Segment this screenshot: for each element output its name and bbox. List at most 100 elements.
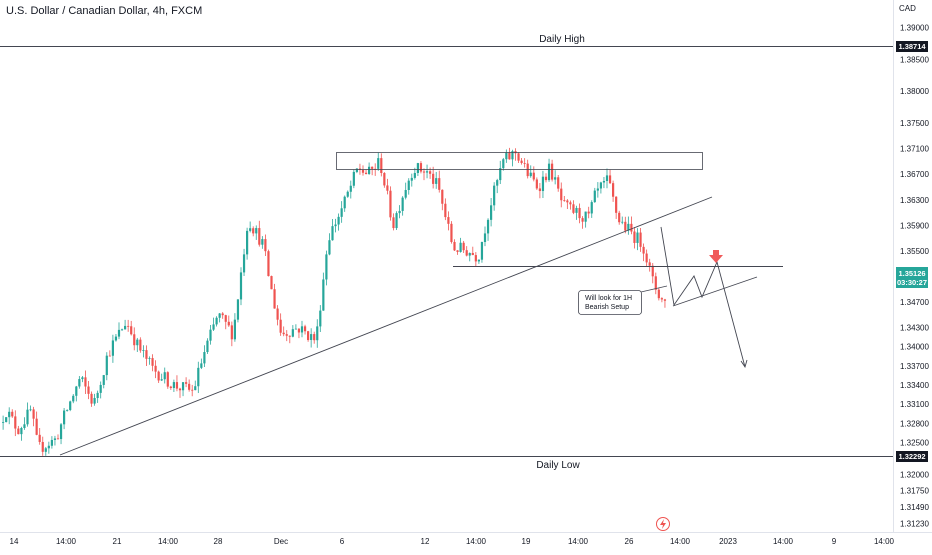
candle	[239, 267, 243, 306]
y-tick-label: 1.31230	[900, 520, 929, 529]
candle	[557, 174, 560, 192]
candle	[383, 172, 386, 188]
candle	[645, 249, 648, 267]
x-tick-label: 14:00	[773, 537, 794, 546]
candle	[593, 187, 596, 203]
candle	[310, 328, 313, 348]
candle	[206, 338, 209, 354]
candle	[401, 196, 404, 216]
lower-trendline[interactable]	[672, 276, 758, 307]
resistance-zone-rectangle[interactable]	[336, 152, 703, 170]
candle	[438, 170, 441, 193]
candle	[364, 169, 368, 175]
candle	[255, 225, 258, 240]
candle	[188, 379, 191, 392]
ascending-trendline[interactable]	[59, 196, 713, 456]
candle	[346, 190, 349, 198]
candle	[331, 219, 334, 241]
candle	[486, 218, 490, 241]
candle	[602, 177, 606, 189]
candle	[288, 335, 291, 344]
candle	[303, 324, 307, 335]
candle	[117, 322, 121, 340]
candle	[361, 165, 365, 176]
candle	[99, 381, 102, 399]
candle	[520, 158, 523, 165]
candle	[377, 152, 380, 171]
candle	[87, 381, 90, 400]
currency-label: CAD	[899, 4, 916, 13]
candle	[337, 213, 340, 231]
candle	[490, 197, 493, 227]
y-tick-label: 1.35900	[900, 221, 929, 230]
candle	[584, 211, 587, 228]
candle	[410, 173, 413, 187]
note-line-1: Will look for 1H	[585, 295, 632, 302]
candle	[130, 320, 133, 336]
y-tick-label: 1.36700	[900, 170, 929, 179]
candle	[575, 205, 578, 220]
candle	[483, 226, 487, 247]
candle	[20, 426, 23, 441]
candle	[285, 330, 288, 342]
y-tick-label: 1.33700	[900, 362, 929, 371]
candle	[14, 410, 17, 437]
x-tick-label: 14:00	[568, 537, 589, 546]
candle	[212, 317, 215, 332]
sell-arrow-icon	[709, 250, 723, 263]
candle	[197, 361, 200, 394]
lightning-icon[interactable]	[656, 517, 670, 531]
candle	[633, 227, 636, 249]
candle	[203, 345, 206, 367]
x-tick-label: 14	[10, 537, 19, 546]
candle	[615, 196, 618, 219]
candle	[587, 206, 590, 219]
candle	[151, 354, 154, 372]
candle	[422, 168, 426, 181]
candle	[648, 258, 651, 272]
candle	[334, 218, 337, 233]
candle	[300, 320, 304, 338]
candle	[218, 312, 221, 323]
candle	[474, 252, 477, 267]
candle	[663, 298, 667, 308]
candle	[41, 436, 44, 456]
candle	[380, 153, 383, 177]
candle	[547, 158, 551, 182]
candle	[166, 371, 169, 389]
x-tick-label: 14:00	[158, 537, 179, 546]
candle	[29, 405, 32, 412]
candle	[111, 334, 114, 363]
candle	[517, 152, 520, 164]
candle	[566, 199, 569, 210]
candle	[236, 299, 240, 323]
candle	[502, 157, 505, 171]
candle	[127, 319, 130, 332]
y-tick-label: 1.31750	[900, 486, 929, 495]
y-tick-label: 1.33400	[900, 381, 929, 390]
candle	[261, 236, 264, 249]
candle	[249, 221, 252, 233]
candle	[96, 390, 99, 403]
candle	[581, 216, 584, 229]
candle	[63, 407, 66, 430]
candle	[639, 228, 642, 252]
candle	[267, 249, 270, 277]
candle	[407, 178, 410, 195]
candle	[307, 330, 310, 342]
candle	[230, 321, 233, 347]
y-tick-label: 1.32500	[900, 438, 929, 447]
candle	[535, 177, 538, 190]
candle	[154, 360, 157, 379]
candle	[441, 189, 444, 211]
candle	[313, 331, 316, 344]
x-tick-label: 19	[522, 537, 531, 546]
candle	[432, 166, 435, 189]
candle	[544, 173, 548, 183]
svg-text:03:30:27: 03:30:27	[897, 278, 927, 287]
setup-note-callout[interactable]: Will look for 1H Bearish Setup	[578, 285, 668, 315]
candle	[572, 200, 575, 215]
projected-price-path[interactable]	[660, 226, 746, 368]
